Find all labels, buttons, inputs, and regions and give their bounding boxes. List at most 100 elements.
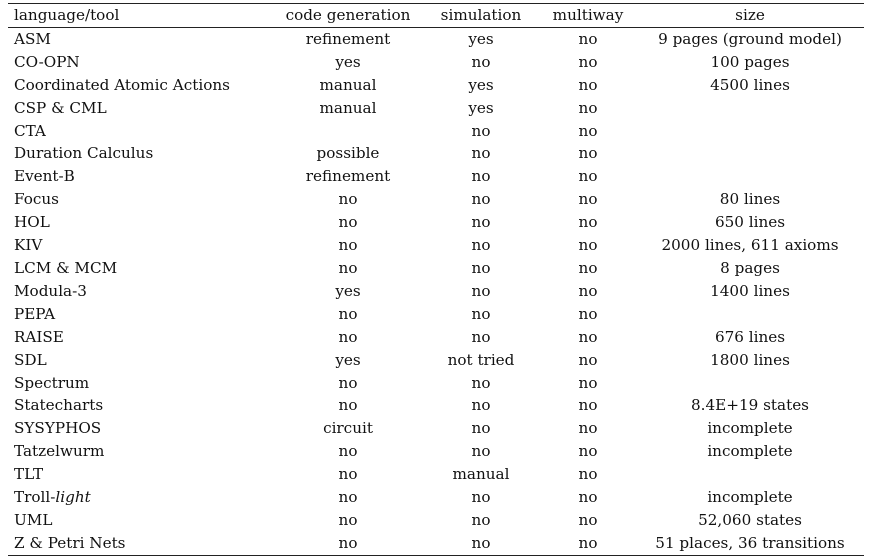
header-multiway: multiway <box>552 6 624 24</box>
cell-size: 80 lines <box>719 190 781 209</box>
cell-multiway: no <box>578 281 598 300</box>
cell-multiway: no <box>578 121 598 140</box>
cell-language-tool: Troll-light <box>8 486 274 509</box>
table-header: language/tool code generation simulation… <box>8 3 864 28</box>
tool-name-italic: light <box>55 488 91 507</box>
table-row: TLT no manual no <box>8 463 864 486</box>
cell-size: 52,060 states <box>698 510 802 529</box>
cell-simulation: yes <box>468 98 494 117</box>
cell-code-generation: circuit <box>323 419 373 438</box>
cell-language-tool: TLT <box>14 465 44 484</box>
cell-simulation: no <box>471 190 491 209</box>
cell-multiway: no <box>578 350 598 369</box>
cell-code-generation: no <box>338 488 358 507</box>
cell-simulation: no <box>471 213 491 232</box>
cell-multiway: no <box>578 190 598 209</box>
cell-multiway: no <box>578 75 598 94</box>
cell-code-generation: yes <box>335 52 361 71</box>
table-row: CSP & CML manual yes no <box>8 97 864 120</box>
cell-language-tool: Focus <box>14 190 59 209</box>
cell-simulation: manual <box>452 465 510 484</box>
cell-simulation: no <box>471 327 491 346</box>
cell-language-tool: Z & Petri Nets <box>14 533 126 552</box>
cell-language-tool: KIV <box>14 236 43 255</box>
cell-simulation: no <box>471 52 491 71</box>
cell-language-tool: RAISE <box>14 327 64 346</box>
table-row: UML no no no 52,060 states <box>8 509 864 532</box>
cell-code-generation: yes <box>335 350 361 369</box>
cell-simulation: no <box>471 488 491 507</box>
table-row: Focus no no no 80 lines <box>8 188 864 211</box>
cell-size: 4500 lines <box>710 75 790 94</box>
cell-size <box>636 97 864 120</box>
cell-language-tool: Event-B <box>14 167 75 186</box>
comparison-table: language/tool code generation simulation… <box>8 3 864 556</box>
cell-language-tool: Spectrum <box>14 373 90 392</box>
cell-simulation: no <box>471 236 491 255</box>
cell-code-generation: no <box>338 396 358 415</box>
cell-simulation: no <box>471 442 491 461</box>
cell-simulation: no <box>471 533 491 552</box>
cell-simulation: yes <box>468 29 494 48</box>
cell-language-tool: SYSYPHOS <box>14 419 102 438</box>
cell-multiway: no <box>578 258 598 277</box>
cell-code-generation: no <box>338 213 358 232</box>
cell-size: 1400 lines <box>710 281 790 300</box>
table-row: Spectrum no no no <box>8 372 864 395</box>
header-language-tool: language/tool <box>14 6 120 24</box>
tool-name-prefix: Troll- <box>14 488 56 507</box>
cell-code-generation: no <box>338 510 358 529</box>
header-row: language/tool code generation simulation… <box>8 3 864 28</box>
cell-code-generation: refinement <box>305 29 391 48</box>
cell-multiway: no <box>578 304 598 323</box>
cell-code-generation: yes <box>335 281 361 300</box>
table-row: SDL yes not tried no 1800 lines <box>8 349 864 372</box>
cell-size: 650 lines <box>714 213 786 232</box>
table-row: HOL no no no 650 lines <box>8 211 864 234</box>
table-row: LCM & MCM no no no 8 pages <box>8 257 864 280</box>
cell-multiway: no <box>578 488 598 507</box>
cell-simulation: no <box>471 167 491 186</box>
table-row: CTA no no <box>8 120 864 143</box>
table-row: Modula-3 yes no no 1400 lines <box>8 280 864 303</box>
cell-language-tool: Coordinated Atomic Actions <box>14 75 230 94</box>
cell-size <box>636 120 864 143</box>
cell-language-tool: Duration Calculus <box>14 144 154 163</box>
cell-multiway: no <box>578 373 598 392</box>
table-row: CO-OPN yes no no 100 pages <box>8 51 864 74</box>
cell-multiway: no <box>578 29 598 48</box>
cell-multiway: no <box>578 327 598 346</box>
table-body: ASM refinement yes no 9 pages (ground model)… <box>8 27 864 556</box>
table-row: Z & Petri Nets no no no 51 places, 36 transi… <box>8 532 864 556</box>
cell-language-tool: CTA <box>14 121 46 140</box>
table-row: Duration Calculus possible no no <box>8 142 864 165</box>
cell-language-tool: CSP & CML <box>14 98 107 117</box>
cell-simulation: no <box>471 121 491 140</box>
cell-size: 1800 lines <box>710 350 790 369</box>
cell-language-tool: Modula-3 <box>14 281 87 300</box>
cell-size: 2000 lines, 611 axioms <box>661 236 839 255</box>
cell-code-generation: no <box>338 327 358 346</box>
table-row: PEPA no no no <box>8 303 864 326</box>
cell-code-generation: no <box>338 304 358 323</box>
cell-code-generation: manual <box>319 98 377 117</box>
cell-simulation: no <box>471 258 491 277</box>
cell-multiway: no <box>578 465 598 484</box>
cell-simulation: no <box>471 510 491 529</box>
cell-multiway: no <box>578 442 598 461</box>
cell-size <box>636 463 864 486</box>
cell-size <box>636 303 864 326</box>
table-row: KIV no no no 2000 lines, 611 axioms <box>8 234 864 257</box>
cell-language-tool: Tatzelwurm <box>14 442 105 461</box>
cell-size: 8.4E+19 states <box>691 396 809 415</box>
cell-code-generation: no <box>338 442 358 461</box>
header-simulation: simulation <box>440 6 522 24</box>
table-row: Statecharts no no no 8.4E+19 states <box>8 394 864 417</box>
cell-code-generation: no <box>338 190 358 209</box>
cell-code-generation: refinement <box>305 167 391 186</box>
cell-simulation: no <box>471 419 491 438</box>
table-row: Tatzelwurm no no no incomplete <box>8 440 864 463</box>
cell-size: incomplete <box>707 442 793 461</box>
cell-code-generation: no <box>338 236 358 255</box>
